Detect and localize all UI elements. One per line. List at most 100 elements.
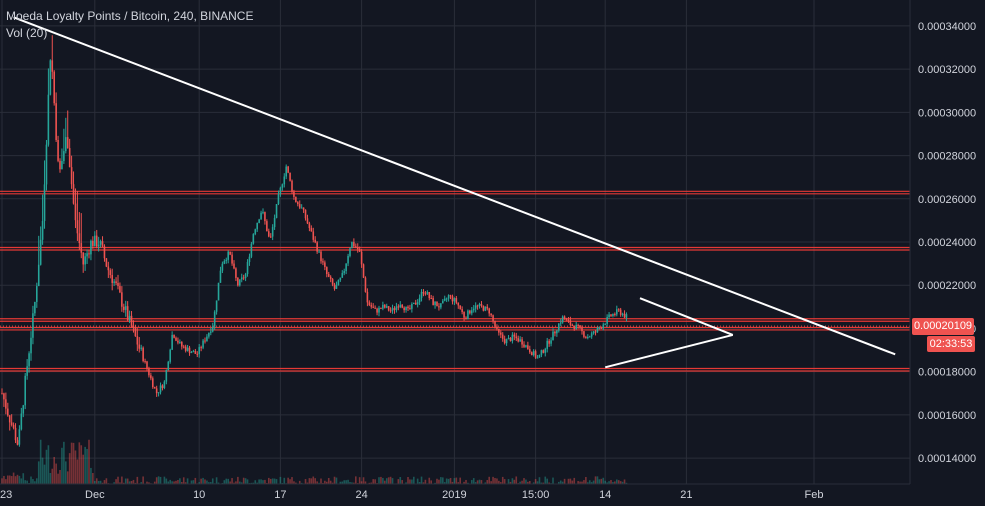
time-axis[interactable]: 23 Dec 10 17 24 2019 15:00 14 21 Feb: [0, 489, 823, 501]
candle-body: [188, 347, 191, 353]
volume-bar: [327, 477, 330, 484]
candle-body: [527, 345, 529, 350]
candle-body: [256, 222, 258, 230]
candle-body: [459, 305, 461, 310]
volume-bar: [204, 479, 206, 484]
volume-bar: [326, 481, 328, 484]
candle-body: [117, 283, 119, 287]
volume-bar: [43, 464, 46, 484]
candle-body: [322, 261, 324, 263]
volume-bar: [525, 479, 527, 484]
candle-body: [47, 94, 50, 145]
candle-body: [550, 340, 552, 344]
volume-bar: [101, 482, 104, 484]
volume-bar: [430, 480, 432, 484]
candle-body: [254, 229, 257, 235]
price-tick-label: 0.00018000: [918, 367, 976, 379]
volume-bar: [397, 479, 400, 484]
candle-body: [206, 336, 208, 342]
volume-bar: [14, 476, 17, 484]
candle-body: [532, 351, 535, 356]
candles[interactable]: [1, 35, 628, 447]
volume-bar: [300, 482, 303, 484]
candle-body: [279, 187, 282, 195]
candle-body: [569, 320, 572, 325]
trend-line[interactable]: [639, 297, 734, 336]
candle-body: [45, 144, 48, 185]
volume-bar: [625, 482, 628, 484]
volume-bar: [105, 478, 108, 484]
volume-bar: [513, 479, 516, 484]
volume-bar: [159, 476, 162, 484]
volume-bar: [445, 478, 448, 484]
volume-bar: [20, 478, 23, 484]
volume-bar: [47, 445, 50, 484]
volume-bar: [233, 482, 235, 484]
trend-line[interactable]: [604, 333, 734, 369]
candle-body: [581, 327, 583, 332]
candle-body: [455, 298, 458, 303]
candle-body: [155, 388, 158, 394]
volume-bar: [281, 482, 284, 484]
candle-body: [447, 295, 450, 299]
price-tick-label: 0.00024000: [918, 237, 976, 249]
volume-bar: [10, 476, 13, 484]
candle-body: [395, 306, 398, 310]
volume-bar: [229, 481, 231, 484]
volume-bar: [453, 478, 456, 484]
volume-bar: [585, 477, 587, 484]
volume-bar: [82, 454, 84, 484]
volume-bar: [455, 477, 458, 484]
volume-bar: [511, 478, 514, 484]
volume-bar: [200, 478, 202, 484]
volume-bar: [544, 476, 547, 484]
candle-body: [258, 219, 260, 223]
candle-body: [358, 249, 361, 252]
trend-lines[interactable]: [13, 16, 896, 369]
horizontal-levels[interactable]: [0, 190, 910, 372]
candle-body: [291, 180, 293, 192]
volume-bar: [18, 475, 21, 484]
candle-body: [101, 241, 104, 247]
candle-body: [225, 259, 228, 262]
candle-body: [177, 340, 179, 343]
volume-bar: [500, 482, 502, 484]
trend-line[interactable]: [13, 16, 896, 356]
candle-body: [28, 353, 30, 367]
candle-body: [8, 415, 11, 423]
volume-bar: [416, 478, 419, 484]
candle-body: [577, 324, 579, 326]
candle-body: [501, 334, 504, 339]
candle-body: [548, 340, 550, 344]
candle-body: [478, 304, 481, 306]
volume-bar: [22, 473, 25, 484]
volume-bar: [202, 477, 204, 484]
volume-bar: [571, 480, 574, 484]
candle-body: [308, 223, 311, 229]
candle-body: [123, 306, 125, 310]
volume-bar: [532, 482, 535, 484]
volume-bar: [163, 476, 166, 484]
volume-bar: [443, 482, 446, 484]
candle-body: [482, 305, 485, 311]
candle-body: [507, 337, 510, 340]
volume-bar: [215, 477, 218, 484]
time-tick-label: 23: [0, 489, 12, 501]
candle-body: [173, 334, 175, 338]
volume-bar: [103, 480, 106, 484]
volume-bar: [496, 478, 498, 484]
volume-bar: [515, 476, 518, 484]
candle-body: [320, 251, 322, 262]
volume-bar: [295, 482, 297, 484]
volume-bar: [494, 478, 496, 484]
volume-bar: [471, 480, 473, 484]
candle-body: [55, 103, 57, 140]
volume-bar: [606, 482, 608, 484]
candle-body: [289, 172, 291, 181]
candle-body: [184, 346, 187, 351]
candle-body: [484, 306, 487, 311]
candle-body: [534, 351, 537, 358]
time-tick-label: Dec: [85, 489, 105, 501]
